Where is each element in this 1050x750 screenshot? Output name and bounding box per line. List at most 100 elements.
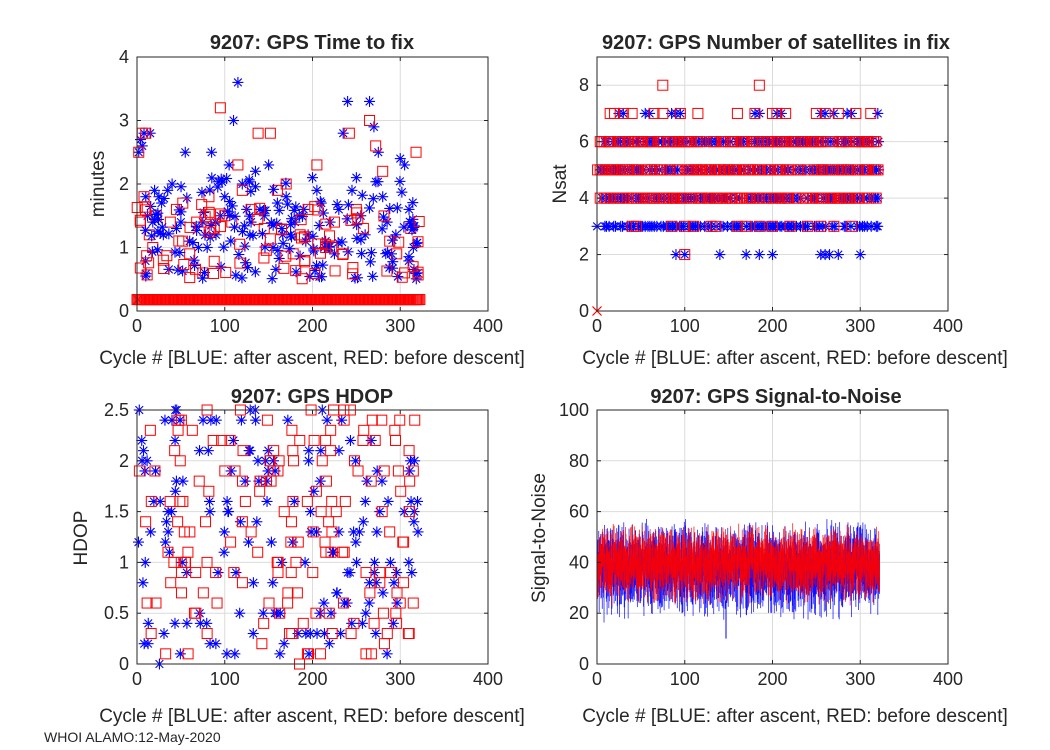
data-point-red <box>278 262 290 274</box>
data-point-blue <box>351 556 363 568</box>
data-point-blue <box>371 465 383 477</box>
data-point-red <box>184 526 196 538</box>
data-point-red <box>329 265 341 277</box>
data-point-blue <box>333 526 345 538</box>
data-point-red <box>323 607 335 619</box>
footer-credit: WHOI ALAMO:12-May-2020 <box>44 729 221 745</box>
x-tick-label: 0 <box>132 316 142 336</box>
data-point-blue <box>247 577 259 589</box>
data-point-blue <box>202 445 214 457</box>
data-point-blue <box>670 249 682 261</box>
data-point-red <box>140 516 152 528</box>
data-point-red <box>319 536 331 548</box>
xlabel-snr: Cycle # [BLUE: after ascent, RED: before… <box>582 706 1008 727</box>
y-tick-label: 2 <box>119 174 129 194</box>
data-point-blue <box>337 127 349 139</box>
x-tick-label: 200 <box>297 669 327 689</box>
data-point-red <box>201 556 213 568</box>
data-point-red <box>294 229 306 241</box>
data-point-blue <box>356 189 368 201</box>
data-nsat <box>591 79 885 316</box>
data-point-red <box>211 597 223 609</box>
data-point-blue <box>169 246 181 258</box>
data-point-red <box>865 107 877 119</box>
data-point-blue <box>218 546 230 558</box>
data-point-blue <box>236 272 248 284</box>
data-point-blue <box>403 255 415 267</box>
data-point-red <box>252 127 264 139</box>
data-point-red <box>345 214 357 226</box>
y-tick-label: 1.5 <box>104 502 129 522</box>
data-point-blue <box>396 186 408 198</box>
data-point-blue <box>753 107 765 119</box>
data-point-red <box>174 455 186 467</box>
data-point-red <box>312 204 324 216</box>
data-point-red <box>261 414 273 426</box>
data-point-red <box>182 648 194 660</box>
data-point-blue <box>268 183 280 195</box>
panel-time-to-fix: 0 100 200 300 400 0 1 2 3 4 9207: GPS Time to fix… <box>88 32 525 369</box>
data-point-red <box>178 526 190 538</box>
data-point-red <box>287 445 299 457</box>
data-point-blue <box>154 227 166 239</box>
data-point-blue <box>267 577 279 589</box>
data-point-red <box>224 434 236 446</box>
data-point-red <box>252 546 264 558</box>
data-point-red <box>370 140 382 152</box>
x-tick-label: 200 <box>757 669 787 689</box>
data-point-blue <box>404 465 416 477</box>
x-tick-label: 0 <box>592 316 602 336</box>
data-point-red <box>290 265 302 277</box>
data-point-red <box>365 475 377 487</box>
data-point-blue <box>344 567 356 579</box>
data-point-blue <box>317 207 329 219</box>
data-point-blue <box>391 567 403 579</box>
data-point-red <box>348 617 360 629</box>
data-point-blue <box>139 224 151 236</box>
data-point-red-cross <box>132 294 143 305</box>
data-point-blue <box>342 95 354 107</box>
data-point-blue <box>381 648 393 660</box>
ticks-snr: 0 100 200 300 400 0 20 40 60 80 100 <box>559 400 963 689</box>
title-time-to-fix: 9207: GPS Time to fix <box>210 32 414 54</box>
data-point-blue <box>212 181 224 193</box>
data-point-red <box>160 648 172 660</box>
data-point-blue <box>166 178 178 190</box>
data-point-red <box>381 628 393 640</box>
data-point-blue <box>175 181 187 193</box>
data-point-red <box>771 107 783 119</box>
data-point-blue <box>369 556 381 568</box>
data-point-red <box>315 506 327 518</box>
data-point-blue <box>169 485 181 497</box>
data-point-blue <box>315 445 327 457</box>
y-tick-label: 2 <box>579 245 589 265</box>
data-point-blue <box>252 455 264 467</box>
data-point-blue <box>189 259 201 271</box>
data-point-blue <box>133 146 145 158</box>
data-point-red <box>264 127 276 139</box>
data-point-blue <box>226 200 238 212</box>
data-point-red <box>309 268 321 280</box>
data-point-blue <box>159 536 171 548</box>
data-point-blue <box>187 237 199 249</box>
data-point-blue <box>368 121 380 133</box>
data-point-red <box>783 192 795 204</box>
data-point-red <box>311 159 323 171</box>
data-point-red <box>292 536 304 548</box>
data-point-red <box>290 556 302 568</box>
data-point-red <box>274 607 286 619</box>
ylabel-snr: Signal-to-Noise <box>529 473 550 603</box>
data-point-red <box>397 577 409 589</box>
data-point-blue <box>382 495 394 507</box>
data-point-red <box>323 516 335 528</box>
data-point-red <box>278 506 290 518</box>
data-point-red <box>184 248 196 260</box>
panel-nsat: 0 100 200 300 400 0 2 4 6 8 9207: GPS Number of s… <box>550 32 1008 369</box>
data-point-red <box>310 607 322 619</box>
data-point-blue <box>364 95 376 107</box>
data-point-blue <box>387 617 399 629</box>
data-point-blue <box>206 146 218 158</box>
data-point-red <box>144 424 156 436</box>
data-point-red <box>214 102 226 114</box>
